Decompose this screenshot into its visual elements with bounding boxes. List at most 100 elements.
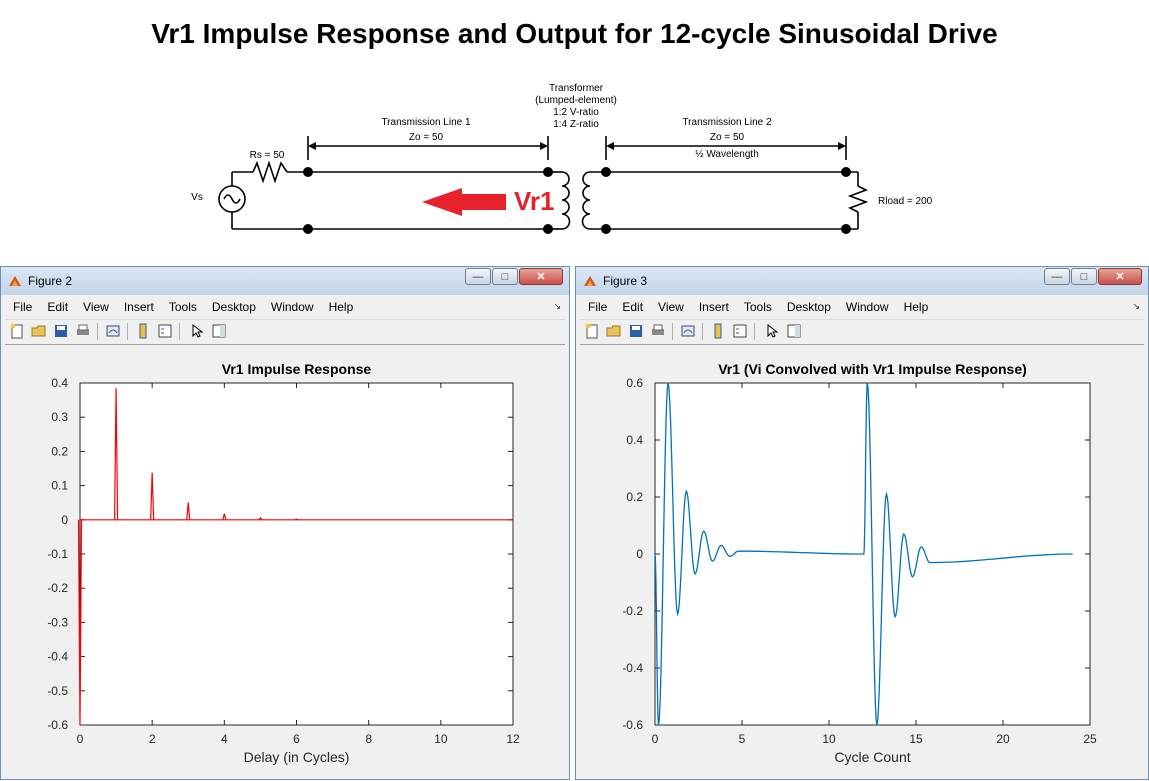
colorbar-icon[interactable] [135,323,151,339]
impulse-spike [222,513,227,520]
minimize-button[interactable]: — [1044,268,1070,285]
print-icon[interactable] [75,323,91,339]
colorbar-icon[interactable] [710,323,726,339]
menu-tools[interactable]: Tools [168,300,197,314]
new-figure-icon[interactable] [584,323,600,339]
transformer-secondary-coil [581,171,591,230]
x-tick-label: 20 [996,732,1010,746]
x-tick-label: 5 [739,732,746,746]
save-icon[interactable] [628,323,644,339]
menu-help[interactable]: Help [903,300,929,314]
x-tick-label: 8 [365,732,372,746]
transformer-primary-coil [561,171,571,230]
circuit-schematic: Vs Rs = 50 Transmission Line 1 Zo = 50 T… [191,83,933,234]
matlab-icon [9,276,21,286]
menu-overflow-icon[interactable]: ↘ [1132,301,1140,311]
rload-resistor [847,185,869,213]
window-title: Figure 3 [603,274,648,288]
y-tick-label: -0.6 [622,718,643,732]
transformer-label-4: 1:4 Z-ratio [553,119,599,130]
menu-help[interactable]: Help [328,300,354,314]
vs-source-symbol [218,185,246,213]
x-tick-label: 6 [293,732,300,746]
y-tick-label: -0.1 [47,547,68,561]
impulse-spike [258,516,263,521]
impulse-spike [113,388,119,520]
title-bar[interactable]: Figure 2 — □ ✕ [1,267,569,295]
transformer-label-1: Transformer [549,83,604,94]
legend-icon[interactable] [732,323,748,339]
menu-desktop[interactable]: Desktop [211,300,256,314]
y-tick-label: 0.2 [626,490,643,504]
save-icon[interactable] [53,323,69,339]
menu-desktop[interactable]: Desktop [786,300,831,314]
legend-icon[interactable] [157,323,173,339]
tl2-length: ½ Wavelength [695,149,759,160]
impulse-spike [150,472,155,520]
title-bar[interactable]: Figure 3 — □ ✕ [576,267,1148,295]
tl2-zo: Zo = 50 [710,132,745,143]
close-icon: ✕ [1115,271,1125,283]
minimize-icon: — [472,270,484,283]
maximize-button[interactable]: □ [1071,268,1097,285]
menu-view[interactable]: View [658,300,684,314]
y-tick-label: -0.3 [47,615,68,629]
impulse-spike [186,502,191,520]
axes-title: Vr1 (Vi Convolved with Vr1 Impulse Respo… [718,361,1027,377]
figure-canvas: Vr1 Impulse Response 0 2 4 6 8 10 12 -0.6 -0.5 -0.… [5,345,565,775]
x-tick-label: 4 [221,732,228,746]
rs-resistor [252,160,288,184]
menu-insert[interactable]: Insert [123,300,154,314]
x-tick-label: 0 [77,732,84,746]
minimize-button[interactable]: — [465,268,491,285]
y-tick-label: -0.6 [47,718,68,732]
rs-label: Rs = 50 [250,150,285,161]
property-editor-icon[interactable] [211,323,227,339]
close-button[interactable]: ✕ [1098,268,1142,285]
open-file-icon[interactable] [31,323,47,339]
x-tick-label: 15 [909,732,923,746]
print-icon[interactable] [650,323,666,339]
maximize-button[interactable]: □ [492,268,518,285]
menu-edit[interactable]: Edit [47,300,69,314]
axes-box [79,382,514,726]
pointer-icon[interactable] [189,323,205,339]
y-tick-label: 0.6 [626,376,643,390]
menu-edit[interactable]: Edit [622,300,644,314]
window-title: Figure 2 [28,274,73,288]
menu-window[interactable]: Window [845,300,889,314]
new-figure-icon[interactable] [9,323,25,339]
menu-file[interactable]: File [13,300,33,314]
menu-overflow-icon[interactable]: ↘ [553,301,561,311]
convolved-output-axes[interactable]: Vr1 (Vi Convolved with Vr1 Impulse Respo… [580,345,1144,775]
menu-window[interactable]: Window [270,300,314,314]
y-tick-label: -0.5 [47,684,68,698]
open-file-icon[interactable] [606,323,622,339]
close-icon: ✕ [536,271,546,283]
menu-insert[interactable]: Insert [698,300,729,314]
y-tick-label: -0.4 [47,650,68,664]
x-tick-label: 10 [822,732,836,746]
output-series-line [654,382,1073,726]
link-plot-icon[interactable] [680,323,696,339]
menu-file[interactable]: File [588,300,608,314]
tl1-title: Transmission Line 1 [381,117,471,128]
link-plot-icon[interactable] [105,323,121,339]
pointer-icon[interactable] [764,323,780,339]
close-button[interactable]: ✕ [519,268,563,285]
figure-toolbar [5,319,565,345]
rload-label: Rload = 200 [878,196,933,207]
impulse-spike [294,518,299,521]
menu-bar: File Edit View Insert Tools Desktop Window Help… [5,297,565,317]
maximize-icon: □ [1080,270,1088,283]
property-editor-icon[interactable] [786,323,802,339]
menu-view[interactable]: View [83,300,109,314]
x-tick-label: 2 [149,732,156,746]
menu-tools[interactable]: Tools [743,300,772,314]
y-tick-label: 0.1 [51,479,68,493]
impulse-response-axes[interactable]: Vr1 Impulse Response 0 2 4 6 8 10 12 -0.6 -0.5 -0.… [5,345,565,775]
y-tick-label: 0.4 [626,433,643,447]
y-tick-label: 0.4 [51,376,68,390]
figure-3-window: Figure 3 — □ ✕ File Edit View Insert Tools De… [575,266,1149,780]
maximize-icon: □ [501,270,509,283]
